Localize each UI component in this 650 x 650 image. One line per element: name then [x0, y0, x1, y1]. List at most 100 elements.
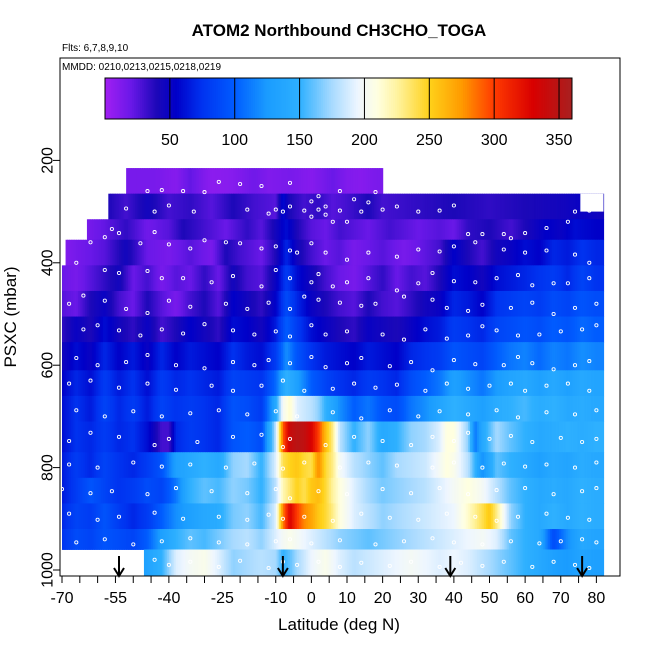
heatmap-cell — [95, 342, 99, 371]
heatmap-cell — [279, 193, 282, 220]
heatmap-cell — [265, 529, 268, 550]
heatmap-cell — [580, 395, 583, 422]
heatmap-cell — [202, 477, 206, 504]
heatmap-cell — [216, 193, 220, 220]
heatmap-cell — [494, 421, 498, 453]
heatmap-cell — [307, 290, 311, 317]
sample-point — [145, 310, 150, 316]
heatmap-cell — [284, 503, 288, 530]
heatmap-cell — [247, 452, 250, 479]
heatmap-cell — [350, 529, 353, 550]
heatmap-cell — [176, 193, 179, 220]
heatmap-cell — [512, 503, 516, 530]
sample-point — [444, 381, 449, 386]
heatmap-cell — [348, 239, 352, 266]
heatmap-cell — [325, 395, 329, 422]
heatmap-cell — [478, 395, 482, 422]
heatmap-cell — [99, 290, 102, 317]
sample-point — [116, 231, 122, 236]
heatmap-cell — [99, 529, 102, 550]
heatmap-cell — [364, 503, 368, 530]
heatmap-cell — [580, 290, 583, 317]
heatmap-cell — [420, 549, 423, 576]
heatmap-cell — [564, 219, 567, 241]
heatmap-cell — [83, 421, 86, 453]
heatmap-cell — [69, 316, 72, 343]
heatmap-cell — [143, 421, 147, 453]
heatmap-cell — [78, 503, 81, 530]
heatmap-cell — [505, 421, 508, 453]
sample-point — [145, 492, 150, 497]
heatmap-cell — [111, 503, 115, 530]
heatmap-cell — [580, 316, 583, 343]
heatmap-cell — [573, 193, 576, 220]
heatmap-cell — [236, 549, 239, 576]
heatmap-cell — [598, 503, 601, 530]
heatmap-cell — [448, 421, 451, 453]
heatmap-cell — [370, 316, 373, 343]
heatmap-cell — [245, 549, 248, 576]
heatmap-cell — [558, 239, 562, 266]
heatmap-cell — [261, 290, 264, 317]
heatmap-cell — [459, 316, 462, 343]
heatmap-cell — [526, 477, 530, 504]
heatmap-band — [62, 342, 605, 371]
heatmap-cell — [391, 421, 394, 453]
heatmap-cell — [578, 452, 581, 479]
heatmap-cell — [281, 452, 284, 479]
heatmap-cell — [277, 193, 280, 220]
heatmap-cell — [501, 477, 505, 504]
heatmap-cell — [104, 290, 108, 317]
heatmap-cell — [567, 421, 571, 453]
heatmap-cell — [104, 265, 108, 292]
heatmap-cell — [281, 168, 284, 195]
heatmap-cell — [464, 265, 467, 292]
heatmap-cell — [444, 219, 448, 241]
heatmap-cell — [234, 239, 238, 266]
heatmap-cell — [323, 219, 327, 241]
heatmap-cell — [509, 342, 512, 371]
heatmap-cell — [411, 503, 414, 530]
heatmap-cell — [272, 549, 275, 576]
heatmap-cell — [363, 477, 366, 504]
sample-point — [74, 260, 79, 265]
heatmap-cell — [152, 395, 156, 422]
heatmap-cell — [254, 239, 257, 266]
heatmap-cell — [67, 265, 70, 292]
heatmap-cell — [179, 395, 182, 422]
heatmap-cell — [567, 239, 571, 266]
heatmap-cell — [290, 452, 293, 479]
heatmap-cell — [174, 168, 177, 195]
heatmap-cell — [85, 342, 88, 371]
heatmap-cell — [154, 193, 158, 220]
heatmap-cell — [387, 290, 391, 317]
heatmap-cell — [578, 342, 581, 371]
heatmap-cell — [181, 529, 184, 550]
heatmap-cell — [541, 193, 544, 220]
heatmap-cell — [241, 316, 245, 343]
heatmap-cell — [101, 265, 104, 292]
heatmap-cell — [101, 529, 104, 550]
heatmap-cell — [241, 193, 245, 220]
heatmap-cell — [420, 503, 423, 530]
heatmap-cell — [592, 316, 596, 343]
heatmap-cell — [200, 370, 204, 397]
heatmap-cell — [323, 193, 327, 220]
heatmap-cell — [339, 395, 343, 422]
heatmap-cell — [525, 395, 528, 422]
heatmap-cell — [583, 219, 587, 241]
heatmap-cell — [149, 239, 152, 266]
heatmap-cell — [596, 421, 599, 453]
heatmap-cell — [368, 452, 371, 479]
heatmap-cell — [176, 316, 179, 343]
heatmap-cell — [416, 290, 419, 317]
heatmap-cell — [583, 529, 587, 550]
heatmap-cell — [373, 316, 377, 343]
sample-point — [166, 562, 171, 567]
heatmap-cell — [241, 452, 245, 479]
heatmap-cell — [270, 370, 273, 397]
heatmap-cell — [188, 168, 191, 195]
heatmap-cell — [569, 395, 573, 422]
heatmap-cell — [555, 395, 558, 422]
heatmap-cell — [363, 452, 366, 479]
